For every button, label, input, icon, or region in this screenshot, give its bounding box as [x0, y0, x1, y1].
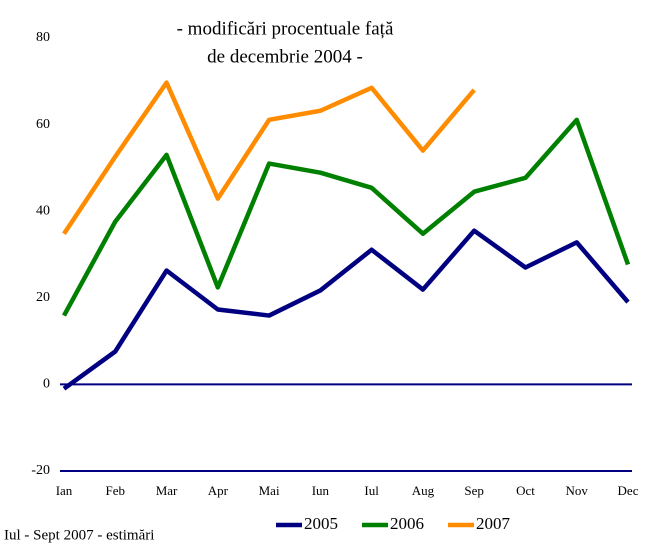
x-tick-label: Ian: [56, 483, 73, 498]
x-tick-label: Iun: [312, 483, 330, 498]
x-tick-label: Feb: [106, 483, 126, 498]
x-tick-label: Apr: [208, 483, 229, 498]
series-line: [62, 80, 476, 235]
x-tick-label: Aug: [412, 483, 435, 498]
x-tick-label: Oct: [516, 483, 535, 498]
chart-title: de decembrie 2004 -: [207, 46, 363, 67]
x-tick-label: Nov: [566, 483, 589, 498]
y-tick-label: 0: [43, 377, 50, 392]
series-line: [62, 228, 630, 391]
y-tick-label: -20: [31, 463, 50, 478]
y-tick-label: 60: [36, 117, 50, 132]
y-tick-label: 80: [36, 30, 50, 45]
chart-title: - modificări procentuale față: [177, 18, 394, 39]
y-tick-label: 40: [36, 203, 50, 218]
x-tick-label: Mai: [259, 483, 280, 498]
x-tick-label: Sep: [464, 483, 484, 498]
legend-label: 2006: [390, 514, 424, 533]
y-tick-label: 20: [36, 290, 50, 305]
x-tick-label: Iul: [364, 483, 379, 498]
legend-label: 2005: [304, 514, 338, 533]
footnote: Iul - Sept 2007 - estimări: [4, 527, 154, 543]
legend-label: 2007: [476, 514, 511, 533]
series-line: [62, 117, 631, 317]
x-tick-label: Mar: [156, 483, 178, 498]
x-tick-label: Dec: [618, 483, 639, 498]
